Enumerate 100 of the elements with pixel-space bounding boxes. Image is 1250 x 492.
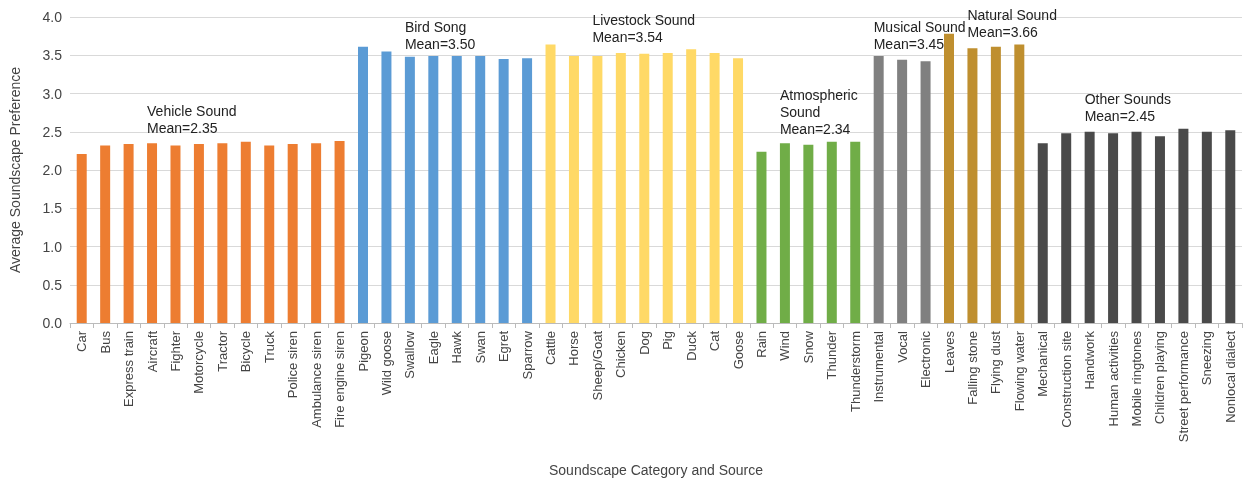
bar xyxy=(568,56,579,323)
x-tick-label: Bus xyxy=(97,330,113,354)
x-tick-label: Horse xyxy=(566,331,582,366)
bar xyxy=(522,58,533,323)
bar xyxy=(475,56,486,323)
x-axis-title: Soundscape Category and Source xyxy=(548,462,764,478)
x-tick-label: Children playing xyxy=(1152,331,1168,425)
x-tick-label: Wild goose xyxy=(378,331,394,396)
x-tick-label: Chicken xyxy=(613,331,629,378)
annotation: Livestock Sound Mean=3.54 xyxy=(592,11,696,45)
y-tick-label: 2.0 xyxy=(42,162,63,178)
bar xyxy=(147,143,158,323)
x-tick-label: Sneezing xyxy=(1199,331,1215,386)
y-tick-label: 1.0 xyxy=(42,238,63,255)
bar xyxy=(686,49,697,323)
bar xyxy=(779,143,790,323)
x-tick-label: Cat xyxy=(707,330,723,352)
bar xyxy=(1225,130,1236,323)
x-tick-label: Hawk xyxy=(449,330,465,364)
bar xyxy=(170,145,181,323)
bar xyxy=(1201,131,1212,323)
x-tick-label: Flowing water xyxy=(1011,330,1027,412)
bar xyxy=(803,144,814,323)
x-tick-label: Swallow xyxy=(402,330,418,379)
bar xyxy=(1131,131,1142,323)
x-tick-label: Dog xyxy=(636,331,652,355)
bar xyxy=(873,56,884,323)
x-tick-label: Thunderstorm xyxy=(847,331,863,412)
y-tick-label: 0.0 xyxy=(42,315,63,331)
x-tick-label: Mobile ringtones xyxy=(1129,330,1145,427)
x-tick-label: Wind xyxy=(777,331,793,361)
bar xyxy=(944,33,954,323)
bar xyxy=(1014,44,1025,323)
bar xyxy=(193,143,204,323)
x-tick-label: Fire engine siren xyxy=(332,331,348,428)
bar xyxy=(381,51,392,323)
annotation: Natural Sound Mean=3.66 xyxy=(967,7,1057,41)
bar xyxy=(1154,136,1165,323)
x-tick-label: Electronic xyxy=(918,330,934,389)
bar xyxy=(733,58,744,323)
x-tick-label: Eagle xyxy=(425,331,441,365)
bar xyxy=(756,151,767,323)
bar xyxy=(240,141,251,323)
bar xyxy=(615,52,626,323)
bar xyxy=(592,56,603,323)
x-tick-label: Street performance xyxy=(1175,331,1191,443)
bar xyxy=(897,59,908,323)
annotation: Atmospheric Sound Mean=2.34 xyxy=(779,87,858,138)
bar xyxy=(850,141,861,323)
annotation: Vehicle Sound Mean=2.35 xyxy=(147,103,237,137)
bar xyxy=(404,56,415,323)
bar xyxy=(639,53,650,323)
x-tick-label: Bicycle xyxy=(238,331,254,373)
bar xyxy=(1108,133,1119,323)
bar xyxy=(1084,131,1095,323)
x-tick-label: Pig xyxy=(660,331,676,350)
bar xyxy=(498,59,509,323)
y-tick-label: 3.5 xyxy=(42,47,63,64)
bar xyxy=(100,145,111,323)
annotation: Musical Sound Mean=3.45 xyxy=(873,18,966,52)
x-tick-label: Sheep/Goat xyxy=(589,330,605,401)
x-tick-label: Sparrow xyxy=(519,330,535,380)
y-tick-label: 1.5 xyxy=(42,200,63,217)
y-tick-label: 2.5 xyxy=(42,123,63,140)
bar xyxy=(1037,143,1048,323)
x-tick-label: Cattle xyxy=(543,331,559,365)
x-tick-label: Flying dust xyxy=(988,330,1004,394)
x-tick-label: Car xyxy=(74,330,90,352)
x-tick-label: Tractor xyxy=(214,330,230,372)
x-tick-label: Rain xyxy=(753,331,769,358)
bar xyxy=(428,56,439,323)
x-tick-label: Leaves xyxy=(941,330,957,373)
y-tick-label: 3.0 xyxy=(42,85,63,102)
bar xyxy=(334,140,345,323)
bar xyxy=(709,52,720,323)
x-tick-label: Goose xyxy=(730,331,746,370)
bar xyxy=(358,46,368,323)
x-tick-label: Duck xyxy=(683,330,699,361)
x-tick-label: Human activities xyxy=(1105,330,1121,427)
bar xyxy=(264,145,275,323)
bar xyxy=(217,143,228,323)
bar xyxy=(287,143,298,323)
x-tick-label: Pigeon xyxy=(355,331,371,372)
x-tick-label: Mechanical xyxy=(1035,330,1051,397)
x-tick-label: Police siren xyxy=(285,331,301,399)
x-tick-label: Thunder xyxy=(824,330,840,380)
bar xyxy=(1178,128,1189,323)
annotation: Other Sounds Mean=2.45 xyxy=(1084,91,1172,125)
x-tick-label: Snow xyxy=(800,330,816,364)
x-tick-label: Truck xyxy=(261,330,277,364)
annotation: Bird Song Mean=3.50 xyxy=(404,18,476,52)
x-tick-label: Aircraft xyxy=(144,330,160,373)
y-axis-title: Average Soundscape Preference xyxy=(7,66,23,273)
bar xyxy=(920,61,931,323)
bar xyxy=(1061,133,1072,323)
x-tick-label: Construction site xyxy=(1058,331,1074,428)
bar xyxy=(967,48,978,323)
bar xyxy=(311,143,322,323)
x-tick-label: Motorcycle xyxy=(191,331,207,394)
x-tick-label: Handwork xyxy=(1082,330,1098,390)
